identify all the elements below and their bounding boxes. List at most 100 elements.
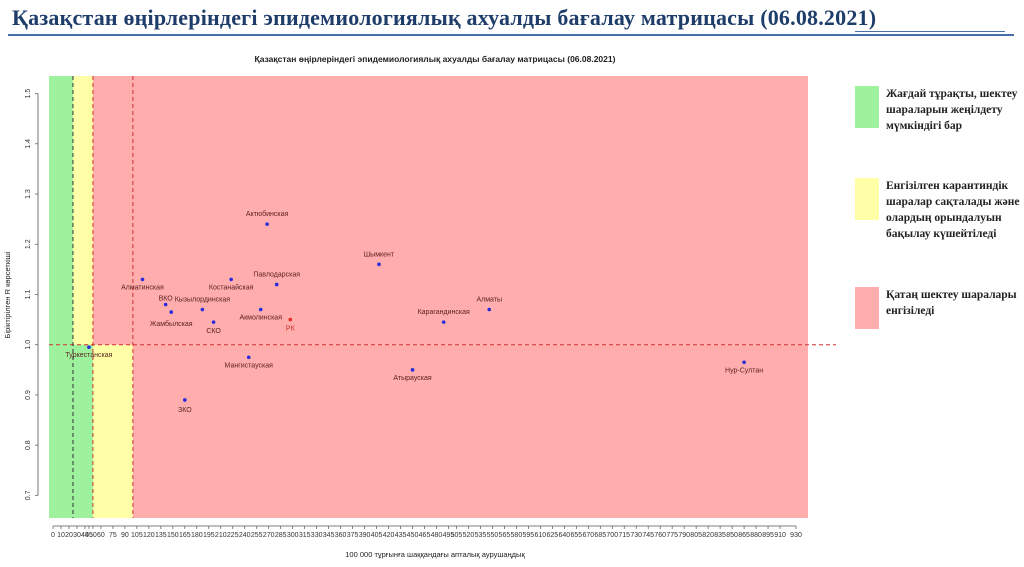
data-point [274,282,279,287]
x-tick-label: 580 [511,532,523,539]
data-label: Костанайская [209,283,254,291]
data-point [229,277,233,282]
data-point [246,355,251,360]
legend-swatch-yellow [855,178,879,220]
x-tick-label: 505 [451,532,463,539]
x-tick-label: 895 [762,532,774,539]
data-label: Шымкент [364,251,395,258]
data-point [140,277,145,282]
zone-2 [92,344,133,518]
x-tick-label: 495 [443,532,455,539]
legend-swatch-red [855,287,879,329]
x-tick-label: 520 [463,532,475,539]
x-axis-label: 100 000 тұрғынға шаққандағы апталық ауру… [345,550,525,559]
x-tick-label: 595 [523,532,535,539]
x-tick-label: 315 [299,532,311,539]
x-tick-label: 790 [678,532,690,539]
data-label: СКО [206,328,221,335]
data-label: Павлодарская [253,271,300,278]
data-label: Актюбинская [246,210,289,218]
x-tick-label: 360 [335,532,347,539]
x-tick-label: 760 [654,532,666,539]
data-label: Мангистауская [225,362,274,369]
risk-zones [49,76,809,518]
x-tick-label: 850 [726,532,738,539]
x-tick-label: 270 [263,532,275,539]
x-tick-label: 0 [51,532,55,539]
x-tick-label: 420 [383,532,395,539]
x-tick-label: 715 [618,532,630,539]
x-tick-label: 435 [395,532,407,539]
data-point [487,307,492,312]
data-point [200,307,205,312]
data-label: Кызылординская [175,297,231,304]
zone-3 [92,76,808,345]
x-tick-label: 30 [73,532,81,539]
x-tick-label: 240 [239,532,251,539]
x-tick-label: 50 [89,532,97,539]
data-label: Атырауская [393,375,431,382]
data-point [163,302,168,307]
zone-1 [72,76,93,345]
x-tick-label: 625 [546,532,558,539]
x-tick-label: 775 [666,532,678,539]
data-label: Нур-Султан [725,367,763,374]
data-label: РК [286,326,296,333]
x-tick-label: 805 [690,532,702,539]
x-tick-label: 700 [606,532,618,539]
data-points: Актюбинская Шымкент Алматинская Костанайска… [65,210,763,414]
y-axis-ticks: 0.7 0.8 0.9 1.0 1.1 1.2 1.3 1.4 1.5 [25,89,38,500]
y-tick-label: 0.7 [25,490,32,500]
data-point [441,320,446,324]
y-tick-label: 1.4 [25,139,32,149]
x-tick-label: 820 [702,532,714,539]
x-tick-label: 40 [81,532,89,539]
x-tick-label: 910 [774,532,786,539]
data-point [265,222,269,226]
y-tick-label: 0.9 [25,390,32,400]
legend-text-strict: Қатаң шектеу шаралары енгізіледі [886,289,1017,317]
legend-text-stable: Жағдай тұрақты, шектеу шараларын жеңілде… [886,88,1018,132]
x-tick-label: 375 [347,532,359,539]
x-tick-label: 105 [131,532,143,539]
x-tick-label: 390 [359,532,371,539]
data-label: ЗКО [178,407,192,414]
x-tick-label: 730 [630,532,642,539]
data-label: Акмолинская [239,315,282,322]
x-tick-label: 655 [570,532,582,539]
zone-4 [132,344,809,518]
y-axis-label: Біріктірілген R көрсеткіші [3,251,12,338]
legend-swatch-green [855,86,879,128]
x-tick-label: 880 [750,532,762,539]
x-tick-label: 120 [143,532,155,539]
x-tick-label: 195 [203,532,215,539]
chart-title: Қазақстан өңірлеріндегі эпидемиологиялық… [254,54,616,64]
x-tick-label: 450 [407,532,419,539]
data-point [410,368,415,372]
x-tick-label: 75 [109,532,117,539]
y-tick-label: 1.2 [25,239,32,249]
x-tick-label: 135 [155,532,167,539]
x-tick-label: 90 [121,532,129,539]
data-point [377,262,381,267]
x-tick-label: 685 [594,532,606,539]
title-underline-accent [855,31,1005,32]
x-tick-label: 465 [419,532,431,539]
y-tick-label: 1.5 [25,89,32,99]
data-point [169,310,174,314]
x-tick-label: 640 [558,532,570,539]
reference-lines [49,76,836,518]
x-tick-label: 480 [431,532,443,539]
x-tick-label: 610 [535,532,547,539]
x-tick-label: 745 [642,532,654,539]
data-point [288,317,293,322]
x-tick-label: 865 [738,532,750,539]
y-tick-label: 1.1 [25,290,32,300]
title-underline [8,34,1014,36]
data-label: Карагандинская [418,309,470,316]
x-tick-label: 150 [167,532,179,539]
x-tick-label: 345 [323,532,335,539]
x-tick-label: 930 [790,532,802,539]
x-tick-label: 255 [251,532,263,539]
